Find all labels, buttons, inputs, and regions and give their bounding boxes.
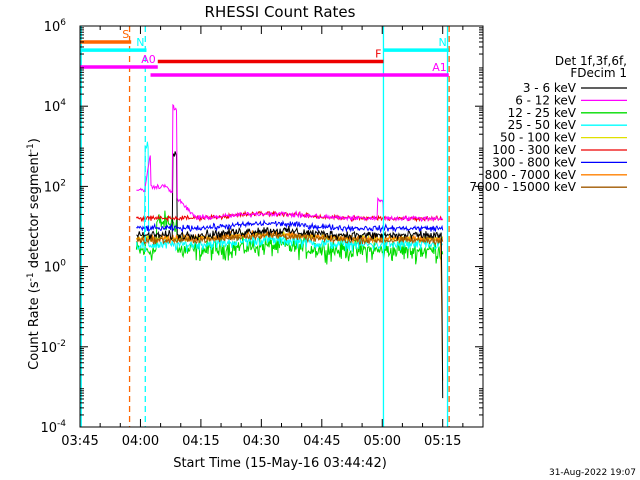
x-tick-label: 04:45: [303, 434, 340, 449]
axes: 03:45 04:00 04:15 04:30 04:45 05:00 05:15 10-4 1…: [40, 18, 484, 449]
y-axis-label-start: Count Rate (s: [27, 281, 42, 370]
y-tick-label: 102: [44, 178, 66, 195]
legend-label: 800 - 7000 keV: [485, 168, 577, 182]
legend-label: 7000 - 15000 keV: [469, 180, 576, 194]
y-axis-label: Count Rate (s-1 detector segment-1): [26, 138, 42, 370]
series-line-300-800-kev: [136, 219, 444, 234]
y-tick-label: 10-4: [40, 419, 66, 436]
x-tick-label: 04:00: [122, 434, 159, 449]
series-line-12-25-kev: [135, 210, 444, 265]
legend-label: 25 - 50 keV: [508, 118, 577, 132]
y-tick-label: 100: [44, 259, 67, 276]
x-axis-label: Start Time (15-May-16 03:44:42): [173, 456, 387, 471]
legend-label: 3 - 6 keV: [523, 81, 577, 95]
series-line-3-6-kev: [136, 151, 444, 399]
series-line-25-50-kev: [135, 141, 443, 253]
flag-label-1: S: [122, 28, 129, 41]
x-tick-label: 04:30: [243, 434, 280, 449]
plot-area: [80, 26, 450, 427]
flag-label-6: A1: [432, 61, 447, 74]
date-stamp: 31-Aug-2022 19:07: [549, 468, 636, 478]
y-tick-label: 106: [44, 18, 67, 35]
y-axis-label-sup2: -1: [26, 143, 36, 152]
legend-label: 300 - 800 keV: [492, 155, 576, 169]
legend-label: 50 - 100 keV: [500, 131, 577, 145]
flag-label-3: N: [439, 36, 447, 49]
x-tick-label: 04:15: [182, 434, 219, 449]
flag-label-2: N: [136, 36, 144, 49]
x-tick-label: 03:45: [61, 434, 98, 449]
y-axis-label-end: ): [27, 138, 42, 143]
series-line-7000-15000-kev: [136, 231, 444, 246]
y-tick-label: 104: [44, 98, 67, 115]
x-tick-label: 05:00: [364, 434, 401, 449]
y-axis-label-mid: detector segment: [27, 152, 42, 272]
legend-label: 12 - 25 keV: [508, 106, 577, 120]
legend-title-line: FDecim 1: [570, 66, 627, 80]
x-tick-label: 05:15: [424, 434, 461, 449]
flag-label-5: A0: [141, 53, 156, 66]
y-axis-label-sup1: -1: [26, 272, 36, 281]
legend-label: 6 - 12 keV: [515, 93, 577, 107]
series-line-6-12-kev: [136, 103, 443, 223]
chart-title: RHESSI Count Rates: [205, 3, 356, 21]
flag-label-4: F: [375, 48, 381, 61]
y-tick-label: 10-2: [40, 339, 66, 356]
legend-title-line: Det 1f,3f,6f,: [555, 54, 627, 68]
legend-label: 100 - 300 keV: [492, 143, 576, 157]
